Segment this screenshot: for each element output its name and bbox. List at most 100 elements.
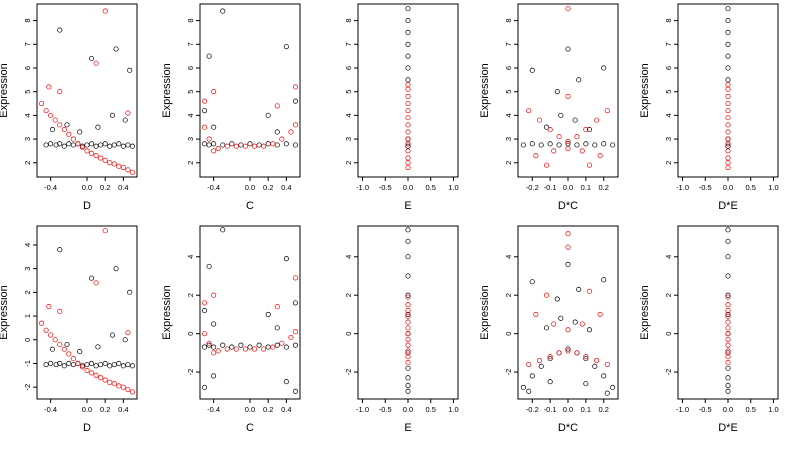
data-point	[725, 18, 731, 24]
y-tick-label: 5	[186, 90, 195, 94]
y-tick-label: 5	[664, 90, 673, 94]
y-tick-label: 8	[664, 19, 673, 23]
data-point	[116, 360, 122, 367]
x-tick-label: 0.0	[723, 405, 733, 414]
data-point	[57, 89, 63, 95]
data-point	[229, 141, 235, 147]
y-tick-label: 4	[664, 113, 673, 117]
data-point	[122, 337, 128, 343]
data-point	[558, 112, 564, 118]
data-point	[211, 373, 217, 379]
data-point	[201, 98, 208, 104]
data-point	[526, 361, 532, 367]
series-black	[43, 27, 136, 149]
data-point	[604, 108, 610, 114]
data-point	[405, 238, 411, 244]
data-point	[583, 356, 589, 362]
y-tick-label: 5	[504, 90, 513, 94]
x-axis-label: D*E	[718, 200, 738, 212]
data-point	[538, 142, 544, 148]
data-point	[261, 346, 267, 352]
y-tick-label: 4	[186, 255, 195, 259]
panel-4: -0.2 -0.1 0.0 0.1 0.2 2 3 4 5 6 7 8 D*C Expression	[479, 3, 619, 212]
data-point	[405, 136, 411, 142]
x-tick-label: 1.0	[768, 183, 778, 192]
data-point	[48, 332, 54, 338]
x-tick-label: -0.4	[207, 405, 220, 414]
data-point	[201, 124, 208, 130]
data-point	[43, 108, 49, 114]
data-point	[256, 342, 262, 348]
data-point	[529, 141, 535, 147]
data-point	[242, 143, 249, 149]
data-point	[292, 329, 299, 335]
y-tick-label: 4	[504, 255, 513, 259]
y-tick-label: -2	[664, 369, 673, 376]
data-point	[48, 141, 54, 147]
data-point	[220, 227, 226, 233]
data-point	[597, 311, 603, 317]
y-tick-label: 4	[504, 113, 513, 117]
data-point	[725, 227, 731, 233]
data-point	[565, 93, 571, 99]
data-point	[70, 362, 76, 368]
data-point	[520, 384, 526, 391]
data-point	[405, 82, 411, 88]
data-point	[601, 373, 607, 379]
data-point	[125, 167, 131, 173]
data-point	[211, 124, 217, 130]
data-point	[597, 153, 603, 159]
data-point	[57, 247, 63, 253]
data-point	[544, 162, 550, 168]
data-point	[247, 344, 253, 350]
y-tick-label: 0	[186, 332, 195, 336]
data-point	[125, 386, 131, 393]
x-tick-label: 0.0	[82, 183, 92, 192]
x-tick-label: 0.1	[581, 405, 591, 414]
y-axis-label: Expression	[161, 285, 173, 339]
data-point	[283, 256, 289, 262]
y-tick-label: 2	[344, 161, 353, 165]
y-axis-label: Expression	[0, 63, 10, 117]
data-point	[211, 321, 217, 327]
data-point	[70, 136, 76, 142]
x-tick-label: 0.0	[245, 405, 255, 414]
y-tick-label: 7	[344, 42, 353, 46]
series-black	[520, 46, 616, 148]
data-point	[725, 292, 731, 298]
data-point	[610, 384, 616, 391]
data-point	[116, 141, 122, 147]
panel-5: -1.0 -0.5 0.0 0.5 1.0 2 3 4 5 6 7 8 D*E Expression	[639, 3, 779, 212]
plot-frame	[517, 225, 619, 400]
data-point	[57, 341, 63, 348]
y-tick-label: 5	[344, 90, 353, 94]
x-tick-label: 1.0	[448, 183, 458, 192]
data-point	[405, 18, 411, 24]
panel-7: -0.4 0.0 0.2 0.4 -2 0 2 4 C Expression	[161, 225, 301, 434]
data-point	[579, 321, 585, 327]
data-point	[529, 279, 535, 285]
y-tick-label: 2	[23, 161, 32, 165]
data-point	[594, 117, 600, 123]
x-tick-label: 1.0	[448, 405, 458, 414]
y-tick-label: 2	[186, 293, 195, 297]
data-point	[201, 108, 208, 114]
y-tick-label: 4	[23, 243, 32, 247]
data-point	[265, 311, 271, 317]
data-point	[725, 164, 731, 171]
data-point	[256, 142, 262, 148]
y-tick-label: 3	[23, 137, 32, 141]
y-tick-label: 2	[186, 161, 195, 165]
panel-3: -1.0 -0.5 0.0 0.5 1.0 2 3 4 5 6 7 8 E	[344, 3, 459, 212]
data-point	[725, 6, 731, 12]
y-tick-label: 3	[504, 137, 513, 141]
data-point	[565, 46, 571, 52]
data-point	[43, 142, 49, 148]
data-point	[107, 143, 113, 149]
data-point	[292, 98, 299, 104]
data-point	[725, 388, 731, 394]
data-point	[95, 124, 101, 130]
panel-8: -1.0 -0.5 0.0 0.5 1.0 -2 0 2 4 E	[344, 225, 459, 434]
data-point	[554, 296, 560, 302]
